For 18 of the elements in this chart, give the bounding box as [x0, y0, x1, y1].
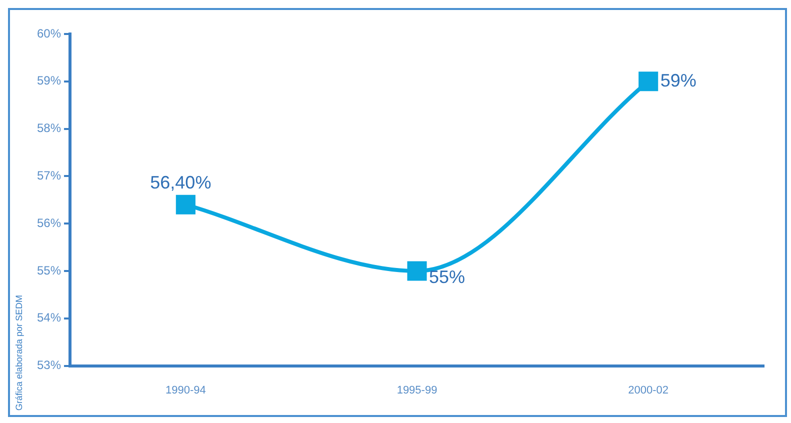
y-tick-label: 57% [36, 168, 62, 183]
point [638, 72, 658, 92]
y-tick-label: 59% [36, 74, 62, 88]
y-tick-label: 58% [36, 121, 62, 136]
point [176, 194, 196, 214]
y-tick-label: 54% [36, 310, 62, 325]
y-tick-label: 56% [36, 216, 62, 230]
y-tick-label: 55% [36, 263, 62, 278]
y-tick-label: 60% [36, 26, 62, 40]
text: Gráfica elaborada por SEDM [14, 295, 24, 413]
y-tick-label: 53% [36, 358, 62, 372]
x-tick-label: 2000-02 [628, 384, 669, 396]
data-label: 55% [429, 266, 466, 287]
data-label: 59% [660, 70, 696, 90]
x-tick-label: 1990-94 [165, 384, 206, 396]
data-label: 56,40% [150, 172, 212, 193]
point [407, 261, 427, 281]
x-tick-label: 1995-99 [396, 384, 438, 396]
